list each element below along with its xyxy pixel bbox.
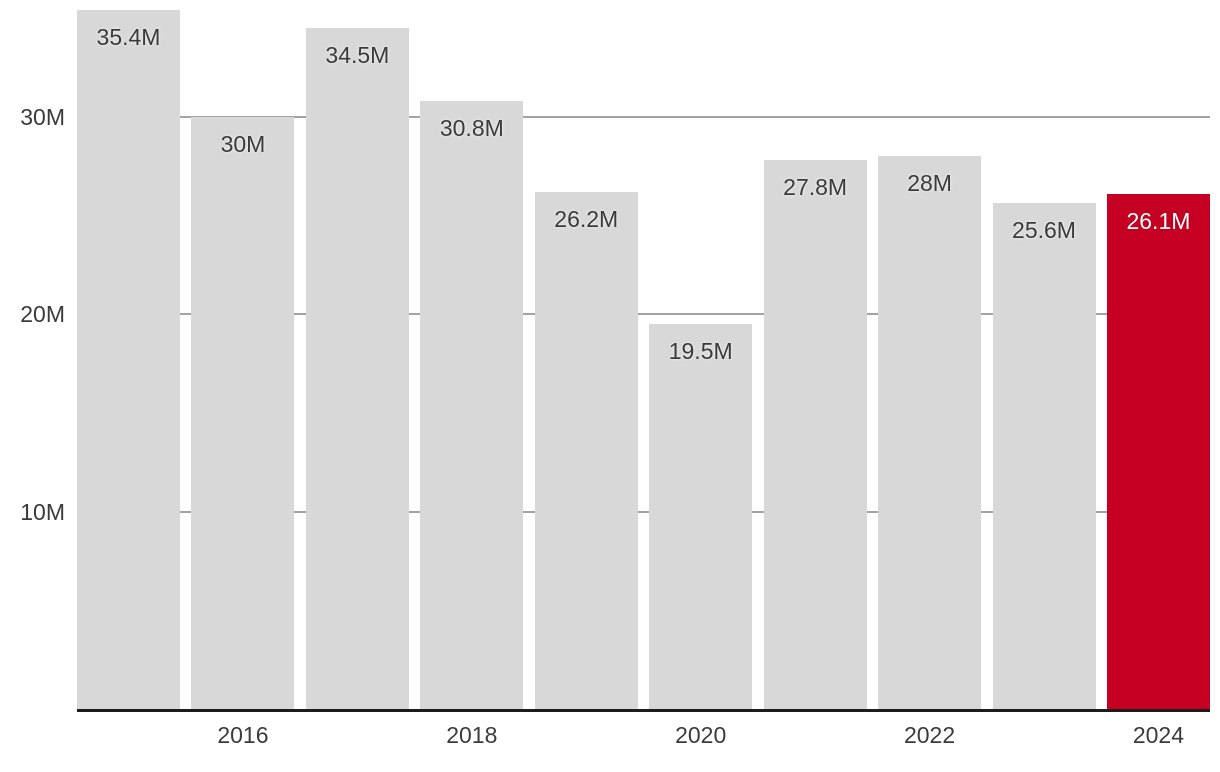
x-tick-label: 2020 (675, 722, 727, 748)
bar-2024[interactable]: 26.1M (1106, 193, 1210, 709)
x-tick-label: 2016 (217, 722, 269, 748)
bar-value-label: 34.5M (325, 41, 390, 68)
bar-value-label: 26.1M (1126, 207, 1191, 234)
x-axis-line (77, 709, 1210, 712)
gridline (77, 115, 1210, 118)
bar-value-label: 30M (220, 130, 266, 157)
bar-value-label: 30.8M (439, 114, 504, 141)
bar-value-label: 26.2M (554, 205, 619, 232)
bar-2019[interactable]: 26.2M (534, 191, 638, 709)
bar-2018[interactable]: 30.8M (420, 100, 524, 709)
bar-2015[interactable]: 35.4M (77, 9, 180, 709)
bar-2022[interactable]: 28M (878, 156, 982, 709)
x-tick-label: 2018 (446, 722, 498, 748)
x-tick-label (77, 721, 180, 749)
bar-2017[interactable]: 34.5M (305, 27, 409, 709)
y-tick-label: 30M (20, 103, 65, 130)
y-tick-label: 10M (20, 498, 65, 525)
bar-value-label: 25.6M (1012, 217, 1076, 244)
x-tick-label (764, 721, 867, 749)
bar-value-label: 35.4M (96, 23, 161, 50)
x-tick-label (993, 721, 1096, 749)
bar-value-label: 27.8M (783, 173, 848, 200)
bar-2016[interactable]: 30M (191, 116, 295, 709)
gridline (77, 313, 1210, 315)
x-tick-label (306, 721, 409, 749)
y-tick-label: 20M (20, 301, 65, 327)
bar-2021[interactable]: 27.8M (763, 159, 867, 709)
bar-2023[interactable]: 25.6M (992, 203, 1096, 709)
bar-value-label: 28M (907, 170, 952, 196)
x-axis: 2016 2018 2020 2022 2024 (77, 721, 1210, 749)
x-tick-label: 2022 (903, 722, 956, 748)
x-tick-label: 2024 (1132, 722, 1185, 748)
bar-2020[interactable]: 19.5M (649, 323, 753, 709)
gridline (77, 510, 1210, 513)
plot-area: 35.4M 30M 34.5M 30.8M 26.2M 19.5M 27.8M 28M 25.6… (77, 0, 1210, 709)
x-tick-label (535, 721, 638, 749)
bar-value-label: 19.5M (668, 337, 733, 364)
